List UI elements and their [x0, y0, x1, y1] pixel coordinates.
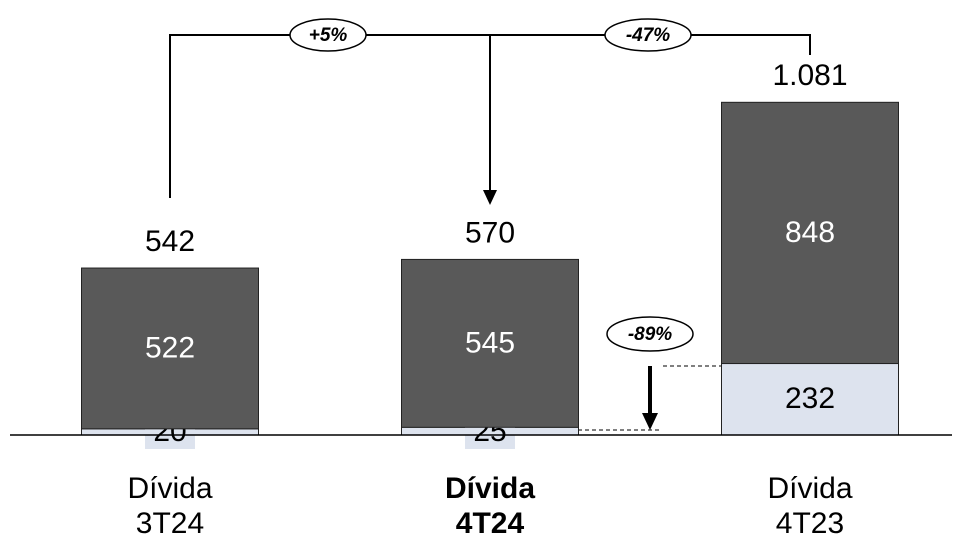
x-tick-label: 4T23 [776, 507, 844, 540]
bar-segment [81, 267, 259, 430]
x-tick-label: Dívida [767, 472, 852, 505]
x-tick-label: 4T24 [456, 507, 525, 540]
annotation-oval [604, 18, 692, 52]
value-label: 848 [785, 216, 835, 249]
bar-segment [721, 363, 899, 436]
annotation-oval [606, 316, 694, 352]
value-label: 232 [785, 382, 835, 415]
bar-segment [721, 101, 899, 365]
value-label: 545 [465, 326, 515, 359]
total-label: 1.081 [772, 59, 847, 92]
value-label: 522 [145, 331, 195, 364]
x-tick-label: 3T24 [136, 507, 204, 540]
annotation: -89% [628, 324, 672, 345]
arrow-head [483, 190, 497, 205]
x-tick-label: Dívida [127, 472, 212, 505]
arrow-head [642, 413, 658, 430]
bar-segment [401, 258, 579, 428]
annotation-oval [289, 18, 367, 52]
total-label: 570 [465, 216, 515, 249]
annotation: +5% [309, 25, 348, 46]
total-label: 542 [145, 225, 195, 258]
x-tick-label: Dívida [445, 472, 535, 505]
annotation: -47% [626, 25, 670, 46]
